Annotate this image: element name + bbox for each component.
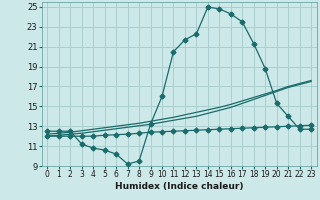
X-axis label: Humidex (Indice chaleur): Humidex (Indice chaleur): [115, 182, 244, 191]
